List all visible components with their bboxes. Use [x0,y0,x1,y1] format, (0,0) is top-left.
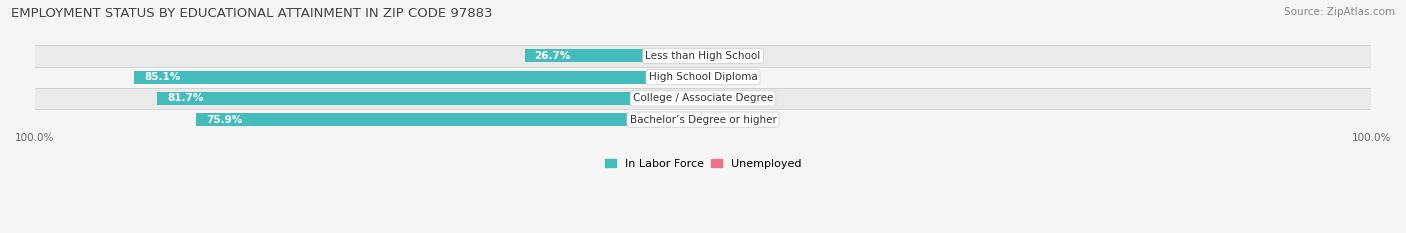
Text: College / Associate Degree: College / Associate Degree [633,93,773,103]
Text: Less than High School: Less than High School [645,51,761,61]
Text: 2.5%: 2.5% [730,93,756,103]
Bar [157,92,703,105]
Text: Source: ZipAtlas.com: Source: ZipAtlas.com [1284,7,1395,17]
Text: 0.0%: 0.0% [713,72,740,82]
Bar [35,45,1371,67]
Bar [134,71,703,84]
Text: 81.7%: 81.7% [167,93,204,103]
Text: 85.1%: 85.1% [145,72,180,82]
Bar [195,113,703,126]
Bar [35,67,1371,88]
Text: 26.7%: 26.7% [534,51,571,61]
Bar [524,49,703,62]
Text: 75.9%: 75.9% [205,115,242,125]
Bar [35,88,1371,109]
Text: 0.0%: 0.0% [713,115,740,125]
Bar [35,109,1371,130]
Text: 0.0%: 0.0% [713,51,740,61]
Text: Bachelor’s Degree or higher: Bachelor’s Degree or higher [630,115,776,125]
Legend: In Labor Force, Unemployed: In Labor Force, Unemployed [605,159,801,169]
Text: High School Diploma: High School Diploma [648,72,758,82]
Text: EMPLOYMENT STATUS BY EDUCATIONAL ATTAINMENT IN ZIP CODE 97883: EMPLOYMENT STATUS BY EDUCATIONAL ATTAINM… [11,7,492,20]
Bar [703,92,720,105]
